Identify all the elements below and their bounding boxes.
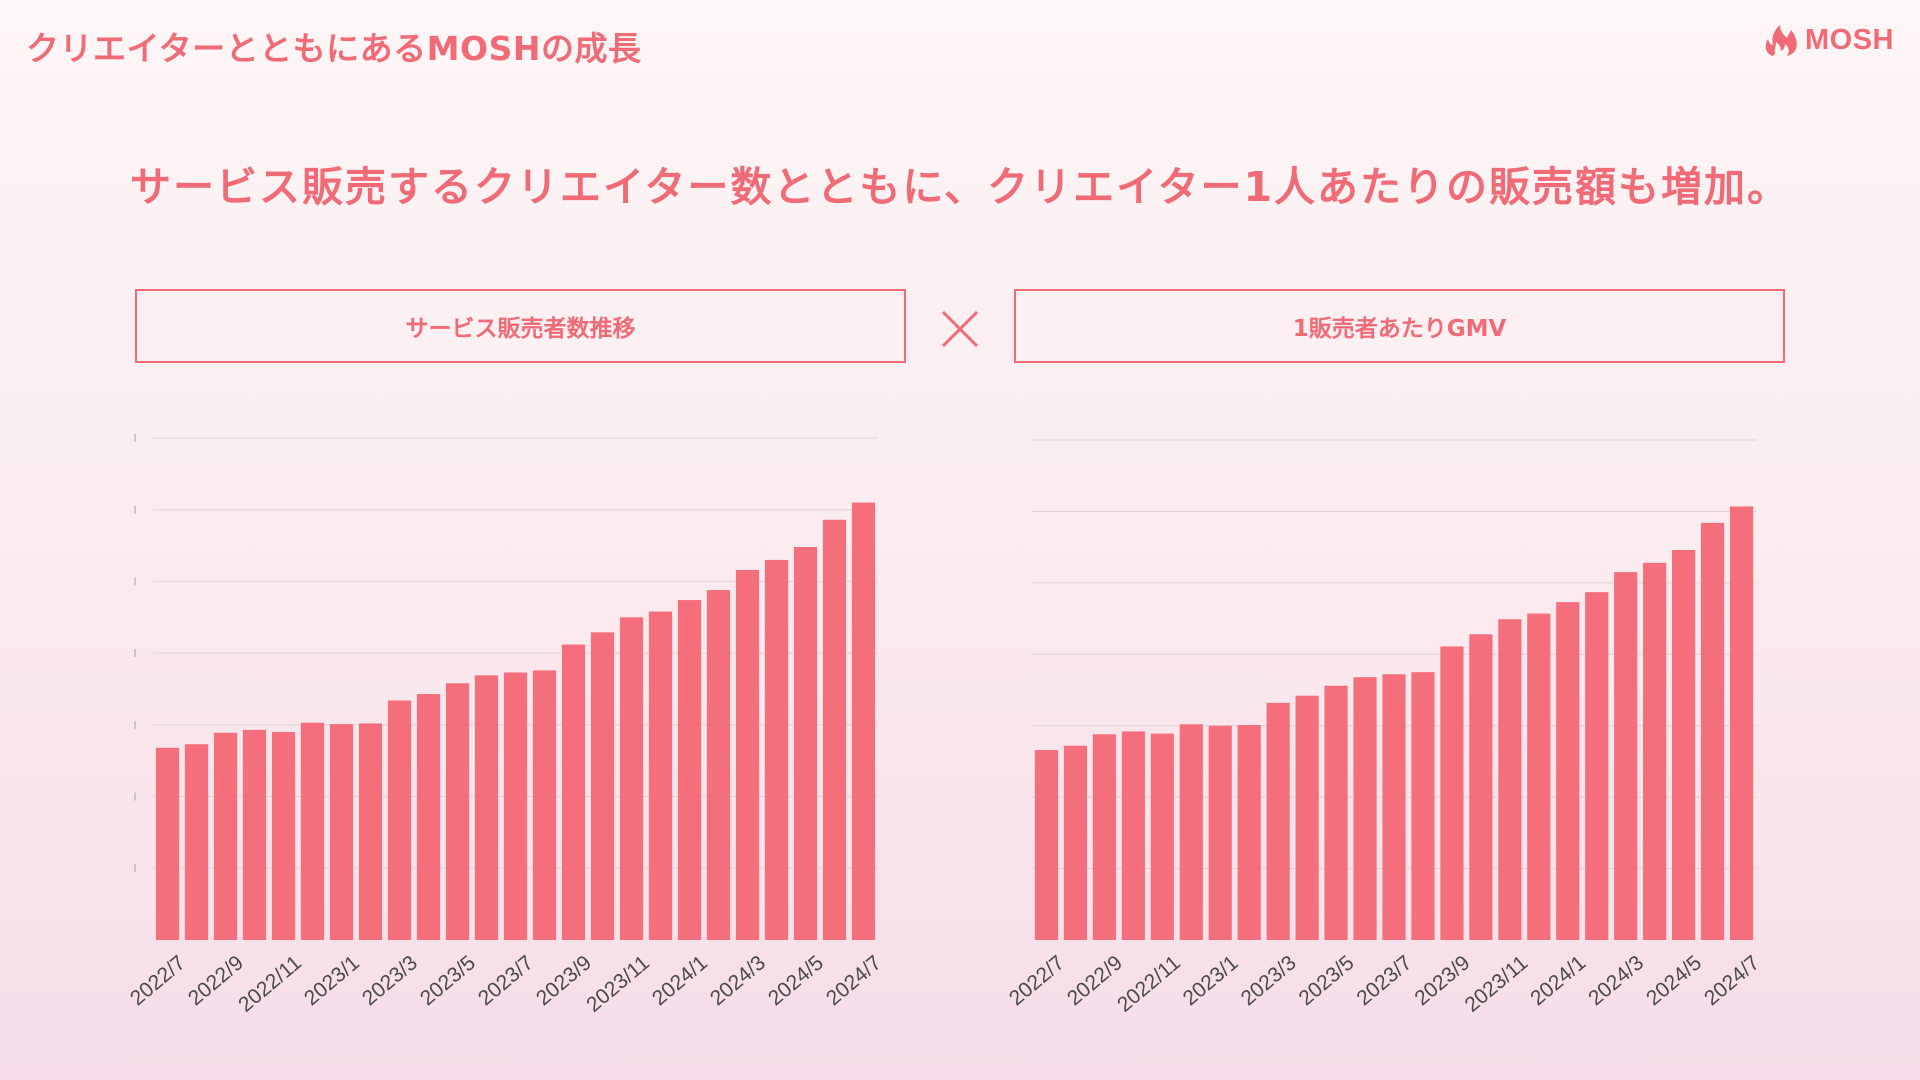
bar-gmv-2023-6	[1353, 677, 1377, 940]
bar-gmv-2023-2	[1237, 725, 1261, 940]
chart-gmv-per-seller: 2022/72022/92022/112023/12023/32023/5202…	[1005, 439, 1764, 1017]
bar-gmv-2024-7	[1729, 506, 1754, 940]
x-tick-label: 2022/7	[1005, 951, 1069, 1010]
bar-seller-count-2023-1	[329, 724, 354, 940]
bar-seller-count-2023-7	[503, 672, 528, 940]
x-tick-label: 2023/3	[1237, 951, 1301, 1010]
bar-seller-count-2024-4	[764, 559, 789, 940]
bar-gmv-2022-12	[1179, 724, 1203, 940]
bar-seller-count-2023-12	[648, 611, 673, 940]
x-tick-label: 2023/1	[300, 951, 364, 1010]
bar-gmv-2024-2	[1585, 592, 1609, 940]
x-tick-label: 2024/7	[822, 951, 886, 1010]
bar-gmv-2024-1	[1556, 602, 1580, 940]
x-tick-label: 2023/5	[416, 951, 480, 1010]
bar-seller-count-2023-2	[358, 723, 383, 940]
bar-gmv-2023-12	[1527, 613, 1551, 940]
x-tick-label: 2023/3	[358, 951, 422, 1010]
x-tick-label: 2023/1	[1179, 951, 1243, 1010]
bar-seller-count-2024-7	[851, 502, 876, 940]
bar-seller-count-2023-3	[387, 700, 412, 940]
times-icon	[941, 310, 979, 348]
bar-seller-count-2023-11	[619, 617, 644, 940]
bar-gmv-2022-10	[1121, 731, 1145, 940]
bar-seller-count-2023-10	[590, 632, 615, 940]
chart-title-box-right: 1販売者あたりGMV	[1014, 289, 1785, 363]
bar-seller-count-2022-10	[242, 729, 267, 940]
bar-seller-count-2024-3	[735, 569, 760, 940]
bar-gmv-2023-5	[1324, 685, 1348, 940]
bar-seller-count-2022-9	[213, 732, 238, 940]
x-tick-label: 2024/1	[648, 951, 712, 1010]
bar-seller-count-2022-12	[300, 722, 325, 940]
bar-seller-count-2024-5	[793, 547, 818, 940]
bar-seller-count-2024-1	[677, 600, 702, 940]
bar-gmv-2022-9	[1092, 734, 1116, 940]
x-tick-label: 2024/3	[1584, 951, 1648, 1010]
bar-gmv-2023-10	[1469, 634, 1493, 940]
bar-seller-count-2023-8	[532, 670, 557, 940]
bar-gmv-2024-6	[1700, 522, 1725, 940]
page-title: クリエイターとともにあるMOSHの成長	[26, 29, 642, 68]
chart-title-left: サービス販売者数推移	[405, 316, 636, 342]
bar-seller-count-2022-7	[155, 747, 180, 940]
x-tick-label: 2023/7	[474, 951, 538, 1010]
bar-seller-count-2022-8	[184, 744, 209, 940]
x-tick-label: 2024/7	[1700, 951, 1764, 1010]
x-tick-label: 2024/5	[764, 951, 828, 1010]
bar-gmv-2024-4	[1643, 562, 1667, 940]
chart-seller-count: 2022/72022/92022/112023/12023/32023/5202…	[126, 434, 886, 1017]
bar-seller-count-2024-2	[706, 590, 731, 940]
bar-gmv-2023-8	[1411, 672, 1435, 940]
bar-gmv-2023-7	[1382, 674, 1406, 940]
x-tick-label: 2023/11	[1461, 951, 1533, 1016]
bar-gmv-2023-11	[1498, 619, 1522, 940]
headline: サービス販売するクリエイター数とともに、クリエイター1人あたりの販売額も増加。	[129, 163, 1790, 211]
bar-gmv-2023-1	[1208, 725, 1232, 940]
bar-gmv-2022-8	[1063, 745, 1088, 940]
bar-gmv-2024-5	[1672, 550, 1696, 940]
bar-gmv-2023-3	[1266, 702, 1290, 940]
x-tick-label: 2022/11	[1113, 951, 1185, 1016]
x-tick-label: 2024/5	[1642, 951, 1706, 1010]
bar-gmv-2022-11	[1150, 733, 1174, 940]
x-tick-label: 2022/11	[234, 951, 306, 1016]
x-tick-label: 2023/5	[1295, 951, 1359, 1010]
bar-seller-count-2024-6	[822, 519, 847, 940]
bar-seller-count-2023-6	[474, 675, 499, 940]
flame-icon	[1765, 25, 1797, 56]
x-tick-label: 2024/3	[706, 951, 770, 1010]
bar-gmv-2023-4	[1295, 695, 1319, 940]
brand-name: MOSH	[1805, 23, 1894, 56]
x-tick-label: 2023/7	[1352, 951, 1416, 1010]
bar-gmv-2023-9	[1440, 646, 1464, 940]
chart-title-box-left: サービス販売者数推移	[135, 289, 906, 363]
x-tick-label: 2024/1	[1526, 951, 1590, 1010]
x-tick-label: 2023/11	[582, 951, 654, 1016]
bar-gmv-2024-3	[1614, 572, 1638, 940]
bar-seller-count-2022-11	[271, 732, 296, 940]
x-tick-label: 2022/7	[126, 951, 190, 1010]
bar-gmv-2022-7	[1034, 750, 1059, 940]
chart-title-right: 1販売者あたりGMV	[1292, 316, 1507, 342]
brand-logo: MOSH	[1763, 20, 1894, 60]
bar-seller-count-2023-5	[445, 683, 470, 940]
bar-seller-count-2023-4	[416, 694, 441, 940]
bar-seller-count-2023-9	[561, 644, 586, 940]
